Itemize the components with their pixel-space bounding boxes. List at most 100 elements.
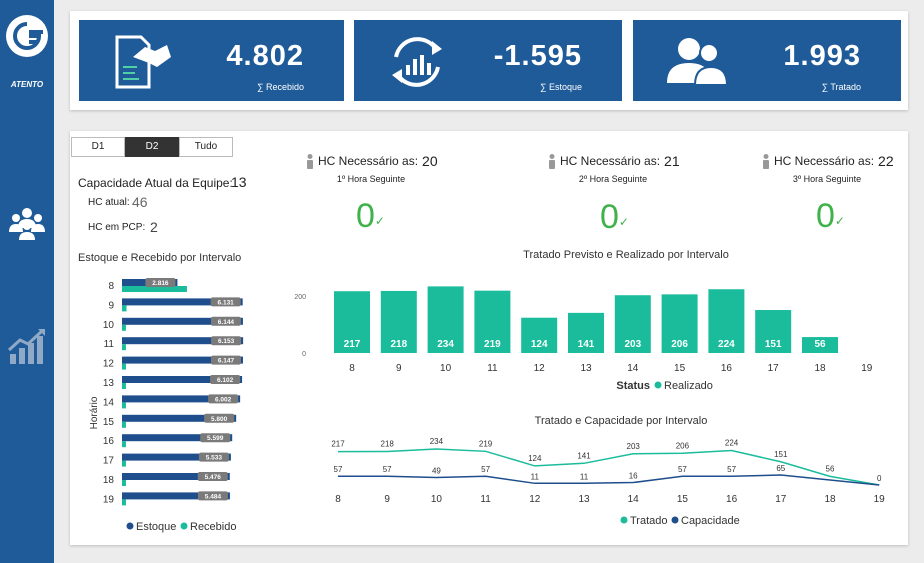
check-icon: ✓ [374,214,385,228]
category-label: 18 [103,475,115,486]
hc-pcp-value: 2 [150,219,158,235]
legend-marker-recebido [180,522,188,530]
hc-needed-label: HC Necessário as: [774,154,875,168]
bar-value-label: 206 [671,339,688,350]
x-tick-label: 14 [628,494,640,505]
bar [614,295,651,353]
capacidade-line [338,474,880,486]
x-tick-label: 17 [768,363,780,374]
capacidade-data-label: 57 [678,465,687,474]
bar-value-label: 56 [814,339,826,350]
kpi-estoque: -1.595 ∑ Estoque [354,20,622,101]
legend-tratado: Tratado [630,515,668,527]
category-label: 15 [103,417,115,428]
hc-needed-sub: 1º Hora Seguinte [336,174,406,184]
data-label-bg [145,278,176,287]
capacity-value: 13 [231,174,247,190]
team-icon[interactable] [6,202,48,244]
estoque-bar [122,298,243,306]
data-label-bg [197,472,228,481]
x-tick-label: 17 [775,494,787,505]
hc-needed-label: HC Necessário as: [560,154,661,168]
x-tick-label: 19 [874,494,886,505]
data-label: 6.153 [218,338,235,345]
tratado-data-label: 224 [725,439,739,448]
category-label: 9 [108,300,114,311]
chart-title: Tratado Previsto e Realizado por Interva… [523,249,729,261]
recebido-bar [122,383,126,389]
sidebar: ATENTO [0,0,54,563]
x-tick-label: 10 [440,363,452,374]
tratado-data-label: 218 [381,439,395,448]
x-tick-label: 11 [487,363,498,374]
legend-capacidade: Capacidade [681,515,740,527]
growth-chart-icon[interactable] [6,326,48,368]
x-tick-label: 15 [674,363,686,374]
tratado-data-label: 203 [627,442,641,451]
x-tick-label: 14 [627,363,639,374]
data-label: 6.144 [218,319,235,326]
capacidade-data-label: 49 [432,466,441,475]
data-label-bg [198,452,229,462]
hc-atual-value: 46 [132,194,148,210]
capacidade-data-label: 57 [383,465,392,474]
bar [755,310,792,353]
data-label-bg [210,355,241,365]
data-label-bg [204,413,235,423]
capacidade-data-label: 16 [629,472,638,481]
logo-icon [6,15,48,57]
bar [380,290,417,353]
x-tick-label: 9 [384,494,390,505]
bar-value-label: 203 [624,339,641,350]
tratado-data-label: 217 [331,440,345,449]
bar [474,290,511,353]
category-label: 11 [104,339,115,350]
tab-d2[interactable]: D2 [125,137,179,157]
hc-needed-sub: 2º Hora Seguinte [578,174,648,184]
kpi-estoque-value: -1.595 [493,40,582,72]
y-axis-label: Horário [89,396,100,429]
legend-estoque: Estoque [136,521,176,533]
category-label: 14 [103,397,115,408]
data-label: 6.147 [218,358,235,365]
estoque-bar [122,317,243,325]
estoque-bar [122,434,233,442]
check-icon: ✓ [834,214,845,228]
hc-needed-2: HC Necessário as: 21 2º Hora Seguinte [548,153,688,184]
tab-d1[interactable]: D1 [71,137,125,157]
hc-current-2: 0✓ [600,198,629,236]
data-label-bg [200,433,231,443]
bar-value-label: 219 [484,339,501,350]
legend-realizado: Realizado [664,380,713,392]
data-label: 5.533 [206,455,223,462]
bar [661,294,698,353]
hc-needed-value: 20 [422,153,438,169]
tratado-data-label: 151 [774,450,788,459]
x-tick-label: 9 [396,363,402,374]
x-tick-label: 13 [580,363,592,374]
tratado-data-label: 234 [430,437,444,446]
hc-needed-value: 22 [878,153,894,169]
data-label: 5.476 [205,474,222,481]
hc-needed-1: HC Necessário as: 20 1º Hora Seguinte [306,153,446,184]
estoque-recebido-chart: Estoque e Recebido por Intervalo Horário 8… [78,252,244,533]
tab-tudo[interactable]: Tudo [179,137,233,157]
kpi-tratado-label: ∑ Tratado [821,82,861,92]
person-icon [763,153,769,169]
data-label: 6.002 [215,396,232,403]
hc-needed-value: 21 [664,153,680,169]
bar-value-label: 217 [344,339,361,350]
data-label-bg [210,316,241,326]
data-label-bg [210,297,241,307]
capacidade-data-label: 65 [776,464,785,473]
bar-value-label: 218 [390,339,407,350]
hc-needed-sub: 3º Hora Seguinte [792,174,862,184]
hc-pcp-label: HC em PCP: [88,222,146,233]
brand-label: ATENTO [10,80,44,89]
estoque-bar [122,453,231,461]
x-tick-label: 19 [861,363,873,374]
x-tick-label: 8 [349,363,355,374]
bar [427,286,464,353]
data-label-bg [208,394,239,404]
x-tick-label: 8 [335,494,341,505]
